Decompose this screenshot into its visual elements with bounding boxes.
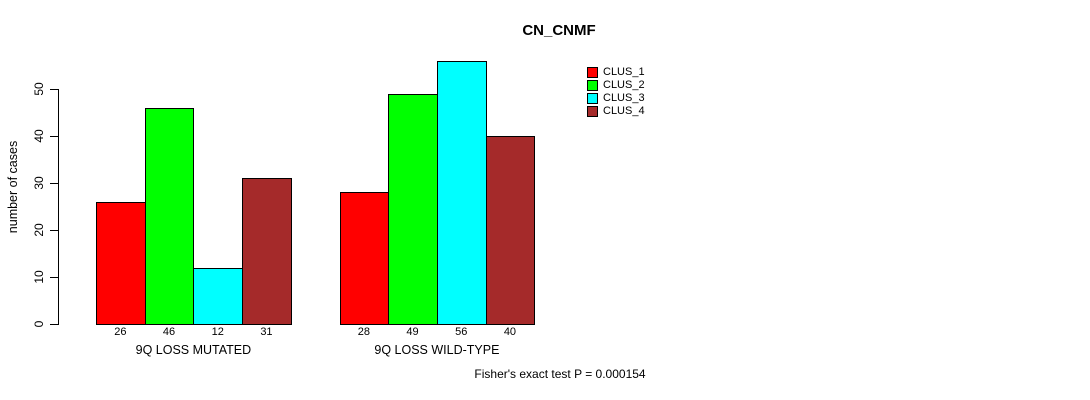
- bar-clus_1-group2: [339, 192, 390, 325]
- y-axis-tick: [50, 230, 58, 231]
- bar-value-label: 12: [211, 326, 224, 338]
- legend-label: CLUS_4: [603, 105, 645, 117]
- x-axis-category-label: 9Q LOSS MUTATED: [135, 343, 252, 357]
- bar-clus_3-group1: [193, 267, 244, 325]
- y-axis-tick: [50, 89, 58, 90]
- legend-label: CLUS_2: [603, 79, 645, 91]
- y-axis-tick-label: 40: [32, 129, 46, 143]
- bar-clus_2-group1: [144, 107, 195, 325]
- legend: CLUS_1 CLUS_2 CLUS_3 CLUS_4: [587, 66, 645, 118]
- chart-title: CN_CNMF: [522, 22, 596, 39]
- y-axis-tick: [50, 183, 58, 184]
- y-axis-tick-label: 50: [32, 82, 46, 96]
- legend-swatch-icon: [587, 93, 598, 104]
- bar-clus_4-group1: [242, 178, 292, 325]
- y-axis-tick: [50, 277, 58, 278]
- legend-label: CLUS_1: [603, 66, 645, 78]
- bar-clus_4-group2: [485, 136, 536, 325]
- y-axis-tick-label: 20: [32, 223, 46, 237]
- bar-value-label: 49: [406, 326, 419, 338]
- legend-swatch-icon: [587, 80, 598, 91]
- bar-clus_3-group2: [436, 60, 487, 325]
- legend-item-clus_1: CLUS_1: [587, 66, 645, 79]
- legend-swatch-icon: [587, 106, 598, 117]
- legend-item-clus_3: CLUS_3: [587, 92, 645, 105]
- legend-swatch-icon: [587, 67, 598, 78]
- y-axis-tick: [50, 324, 58, 325]
- y-axis-tick-label: 30: [32, 176, 46, 190]
- y-axis-line: [58, 89, 59, 325]
- bar-value-label: 46: [162, 326, 176, 338]
- x-axis-category-label: 9Q LOSS WILD-TYPE: [374, 343, 500, 357]
- y-axis-label: number of cases: [6, 140, 20, 234]
- legend-item-clus_2: CLUS_2: [587, 79, 645, 92]
- bar-value-label: 28: [357, 326, 370, 338]
- legend-label: CLUS_3: [603, 92, 645, 104]
- y-axis-tick: [50, 136, 58, 137]
- y-axis-tick-label: 10: [32, 270, 46, 284]
- legend-item-clus_4: CLUS_4: [587, 105, 645, 118]
- fisher-test-annotation: Fisher's exact test P = 0.000154: [474, 367, 646, 381]
- y-axis-tick-label: 0: [32, 320, 46, 328]
- bar-clus_2-group2: [388, 93, 438, 325]
- bar-clus_1-group1: [96, 201, 146, 325]
- bar-value-label: 26: [114, 326, 127, 338]
- bar-value-label: 56: [455, 326, 468, 338]
- bar-value-label: 31: [260, 326, 273, 338]
- bar-value-label: 40: [503, 326, 517, 338]
